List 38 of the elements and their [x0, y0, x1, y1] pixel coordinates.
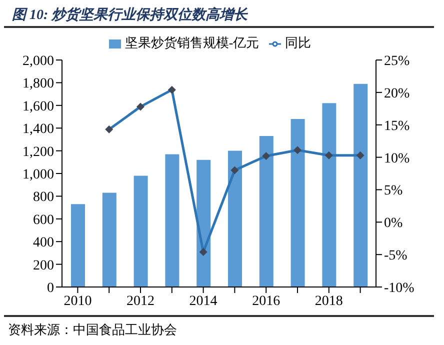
x-tick-label: 2012: [126, 294, 154, 309]
x-tick-label: 2010: [64, 294, 92, 309]
y-tick-label: 1,200: [22, 144, 54, 160]
x-tick-label: 2016: [252, 294, 280, 309]
bar: [102, 192, 116, 287]
bar: [259, 136, 274, 287]
y2-tick-label: 25%: [384, 54, 410, 69]
bar: [196, 160, 211, 287]
y2-tick-label: 20%: [384, 86, 410, 102]
x-tick-label: 2014: [189, 294, 218, 309]
bar: [165, 154, 180, 287]
bar: [71, 204, 85, 287]
y2-tick-label: -5%: [384, 248, 408, 264]
y2-tick-label: 10%: [384, 151, 410, 166]
y-tick-label: 2,000: [22, 54, 54, 69]
bar: [322, 103, 336, 287]
y-tick-label: 1,600: [22, 99, 54, 114]
y-tick-label: 600: [33, 212, 54, 228]
bar: [290, 119, 305, 287]
y-tick-label: 200: [33, 258, 54, 274]
y-tick-label: 0: [47, 280, 54, 296]
y2-tick-label: 15%: [384, 118, 410, 134]
chart-title: 图 10: 炒货坚果行业保持双位数高增长: [4, 0, 434, 28]
text: 资料来源：中国食品工业协会: [8, 321, 178, 339]
y-tick-label: 800: [33, 190, 54, 206]
y2-tick-label: 5%: [384, 184, 403, 199]
legend-label: 坚果炒货销售规模-亿元: [124, 35, 260, 50]
y-tick-label: 1,400: [22, 122, 54, 138]
legend-label: 同比: [285, 35, 312, 50]
y2-tick-label: -10%: [384, 280, 415, 296]
bar: [134, 176, 148, 287]
y-tick-label: 400: [33, 236, 54, 251]
y2-tick-label: 0%: [384, 216, 403, 232]
y-tick-label: 1,000: [22, 167, 54, 182]
bar: [228, 150, 242, 287]
bar: [354, 84, 368, 287]
y-tick-label: 1,800: [22, 76, 54, 92]
x-tick-label: 2018: [314, 294, 343, 309]
